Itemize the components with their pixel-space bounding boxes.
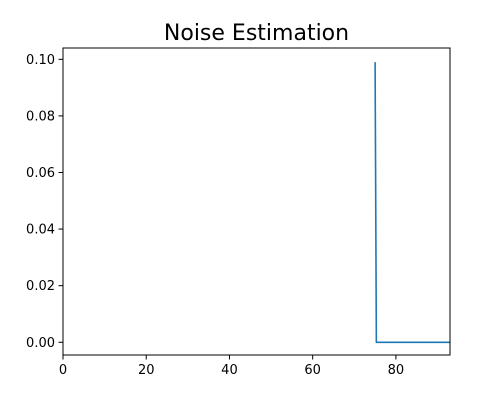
x-tick-label: 20 xyxy=(138,363,155,378)
y-tick-label: 0.10 xyxy=(26,53,55,68)
y-tick-label: 0.00 xyxy=(26,336,55,351)
axes-layer: 0 20 40 60 80 0.00 0.02 0.04 0.06 0.08 0.10 xyxy=(26,47,451,378)
y-tick-label: 0.08 xyxy=(26,109,55,124)
y-tick-label: 0.02 xyxy=(26,279,55,294)
y-tick-label: 0.04 xyxy=(26,223,55,238)
x-tick-label: 80 xyxy=(388,363,405,378)
y-tick-label: 0.06 xyxy=(26,166,55,181)
x-tick-label: 0 xyxy=(59,363,67,378)
chart-title: Noise Estimation xyxy=(164,21,349,46)
plot-frame xyxy=(62,47,451,356)
x-tick-label: 60 xyxy=(304,363,321,378)
x-tick-label: 40 xyxy=(221,363,238,378)
series-line-0 xyxy=(374,62,450,344)
series-layer xyxy=(374,62,450,344)
